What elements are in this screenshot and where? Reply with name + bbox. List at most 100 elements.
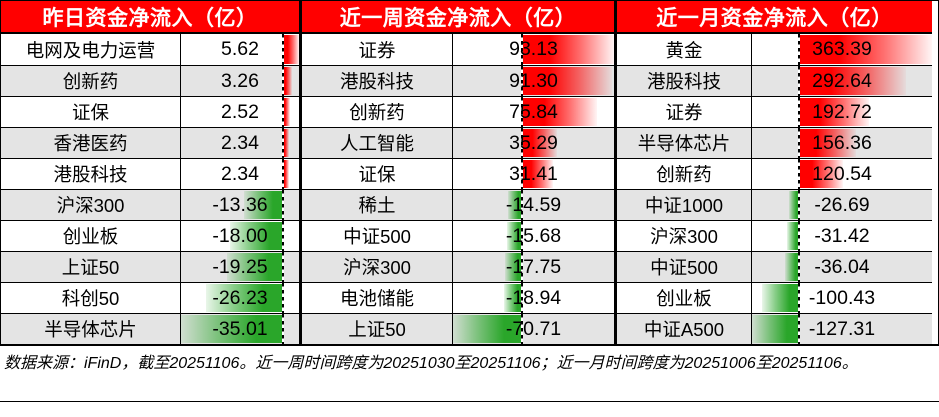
positive-data-bar — [798, 129, 857, 157]
category-cell: 香港医药 — [1, 128, 181, 158]
positive-data-bar — [798, 160, 843, 188]
group-header-yesterday: 昨日资金净流入（亿） — [1, 1, 299, 34]
category-cell: 人工智能 — [302, 128, 453, 158]
group-rows-week: 证券 93.13 港股科技 91.30 创新药 75.84 人工智能 35.29 证保 31.41… — [302, 34, 614, 344]
zero-axis-line — [281, 314, 284, 344]
positive-data-bar — [522, 160, 554, 188]
table-row: 半导体芯片 -35.01 — [1, 313, 299, 344]
value-cell: -13.36 — [181, 190, 299, 220]
category-cell: 中证1000 — [617, 190, 752, 220]
category-cell: 创新药 — [1, 66, 181, 96]
zero-axis-line — [797, 34, 800, 65]
category-cell: 中证A500 — [617, 314, 752, 344]
category-cell: 中证500 — [617, 252, 752, 282]
value-cell: 3.26 — [181, 66, 299, 96]
value-cell: -15.68 — [453, 221, 614, 251]
value-label: 156.36 — [812, 131, 872, 154]
category-cell: 上证50 — [302, 314, 453, 344]
category-cell: 稀土 — [302, 190, 453, 220]
zero-axis-line — [797, 283, 800, 313]
value-label: -26.69 — [814, 193, 870, 216]
negative-data-bar — [503, 284, 523, 312]
group-header-month: 近一月资金净流入（亿） — [617, 1, 932, 34]
negative-data-bar — [787, 222, 799, 250]
category-cell: 半导体芯片 — [1, 314, 181, 344]
value-cell: 93.13 — [453, 34, 614, 65]
category-cell: 沪深300 — [302, 252, 453, 282]
value-label: 5.62 — [221, 38, 259, 60]
zero-axis-line — [281, 190, 284, 220]
table-row: 证保 2.52 — [1, 96, 299, 127]
value-cell: -18.94 — [453, 283, 614, 313]
value-label: 2.34 — [221, 162, 259, 185]
table-row: 香港医药 2.34 — [1, 127, 299, 158]
value-cell: 363.39 — [752, 34, 932, 65]
value-cell: -26.23 — [181, 283, 299, 313]
table-row: 港股科技 2.34 — [1, 158, 299, 189]
table-row: 证券 192.72 — [617, 96, 932, 127]
value-cell: -19.25 — [181, 252, 299, 282]
value-label: -13.36 — [212, 193, 268, 216]
table-row: 电网及电力运营 5.62 — [1, 34, 299, 65]
table-row: 沪深300 -13.36 — [1, 189, 299, 220]
group-month: 近一月资金净流入（亿） 黄金 363.39 港股科技 292.64 证券 192.72 半导… — [614, 1, 932, 344]
negative-data-bar — [453, 315, 523, 343]
category-cell: 港股科技 — [1, 159, 181, 189]
table-row: 电池储能 -18.94 — [302, 282, 614, 313]
negative-data-bar — [785, 253, 799, 281]
table-row: 中证500 -36.04 — [617, 251, 932, 282]
category-cell: 创新药 — [302, 97, 453, 127]
value-cell: 31.41 — [453, 159, 614, 189]
category-cell: 中证500 — [302, 221, 453, 251]
category-cell: 黄金 — [617, 34, 752, 65]
value-label: 31.41 — [509, 162, 558, 185]
category-cell: 电池储能 — [302, 283, 453, 313]
table-row: 证保 31.41 — [302, 158, 614, 189]
positive-data-bar — [798, 67, 907, 95]
value-cell: -100.43 — [752, 283, 932, 313]
value-cell: 192.72 — [752, 97, 932, 127]
table-row: 科创50 -26.23 — [1, 282, 299, 313]
zero-axis-line — [281, 252, 284, 282]
positive-data-bar — [282, 35, 299, 64]
table-row: 创新药 75.84 — [302, 96, 614, 127]
value-label: -35.01 — [212, 317, 268, 340]
category-cell: 创业板 — [1, 221, 181, 251]
positive-data-bar — [522, 67, 613, 95]
table-row: 中证A500 -127.31 — [617, 313, 932, 344]
value-cell: -70.71 — [453, 314, 614, 344]
value-cell: -26.69 — [752, 190, 932, 220]
category-cell: 电网及电力运营 — [1, 34, 181, 65]
table-row: 港股科技 91.30 — [302, 65, 614, 96]
zero-axis-line — [521, 66, 524, 96]
value-cell: 292.64 — [752, 66, 932, 96]
value-label: 75.84 — [509, 100, 558, 123]
category-cell: 上证50 — [1, 252, 181, 282]
category-cell: 证券 — [302, 34, 453, 65]
zero-axis-line — [521, 314, 524, 344]
zero-axis-line — [281, 34, 284, 65]
value-label: -70.71 — [505, 317, 562, 340]
negative-data-bar — [507, 222, 523, 250]
zero-axis-line — [797, 221, 800, 251]
zero-axis-line — [281, 221, 284, 251]
value-label: -17.75 — [505, 255, 562, 278]
zero-axis-line — [521, 34, 524, 65]
value-label: 93.13 — [509, 38, 558, 60]
value-label: 192.72 — [812, 100, 872, 123]
positive-data-bar — [798, 35, 932, 64]
negative-data-bar — [761, 284, 799, 312]
zero-axis-line — [797, 66, 800, 96]
zero-axis-line — [797, 159, 800, 189]
group-rows-yesterday: 电网及电力运营 5.62 创新药 3.26 证保 2.52 香港医药 2.34 港股科技 2.34… — [1, 34, 299, 344]
negative-data-bar — [181, 315, 283, 343]
table-row: 上证50 -70.71 — [302, 313, 614, 344]
value-label: -19.25 — [212, 255, 268, 278]
zero-axis-line — [521, 221, 524, 251]
value-label: 292.64 — [812, 69, 872, 92]
value-cell: -36.04 — [752, 252, 932, 282]
table-row: 创业板 -18.00 — [1, 220, 299, 251]
zero-axis-line — [281, 97, 284, 127]
value-label: 363.39 — [812, 38, 872, 60]
value-cell: 35.29 — [453, 128, 614, 158]
